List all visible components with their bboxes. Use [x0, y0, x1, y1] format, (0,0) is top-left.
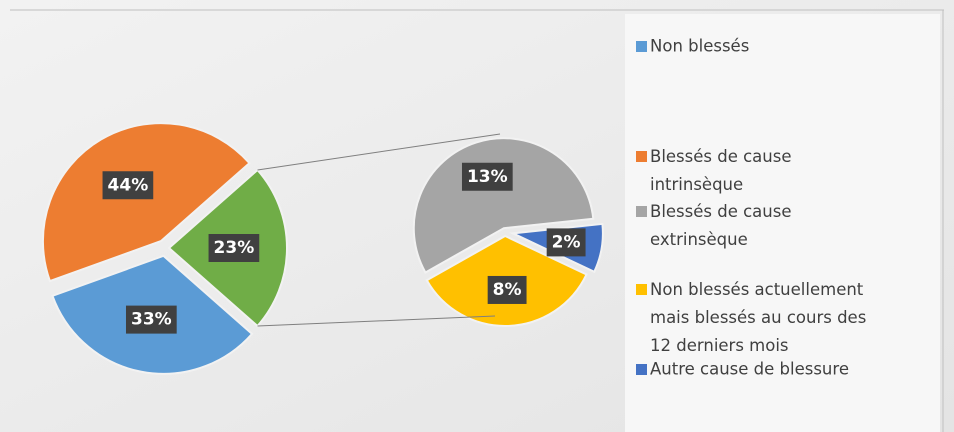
pie-slice: [412, 137, 595, 274]
legend-label: Autre cause de blessure: [650, 360, 849, 379]
legend-label: Blessés de cause intrinsèque: [650, 147, 792, 194]
data-label-box: [487, 275, 527, 304]
data-label: 23%: [214, 238, 255, 258]
data-label-box: [102, 171, 154, 200]
connector: [257, 315, 496, 327]
legend-label: Non blessés: [650, 37, 749, 56]
legend-swatch: [636, 364, 647, 375]
connector: [257, 133, 501, 171]
data-label-box: [461, 162, 513, 191]
data-label: 13%: [467, 167, 508, 187]
legend-label: Blessés de cause extrinsèque: [650, 202, 792, 249]
data-label: 8%: [493, 280, 522, 300]
data-label-box: [546, 228, 586, 257]
data-label-box: [208, 234, 260, 262]
data-label: 33%: [131, 310, 172, 330]
legend-label: Non blessés actuellement mais blessés au …: [650, 280, 866, 355]
data-label: 44%: [108, 175, 149, 195]
legend-panel: [625, 14, 940, 432]
data-label: 2%: [552, 232, 581, 252]
legend-swatch: [636, 206, 647, 217]
pie-slice: [41, 122, 251, 283]
legend-swatch: [636, 41, 647, 52]
data-label-box: [125, 305, 177, 334]
legend-swatch: [636, 151, 647, 162]
legend-swatch: [636, 284, 647, 295]
